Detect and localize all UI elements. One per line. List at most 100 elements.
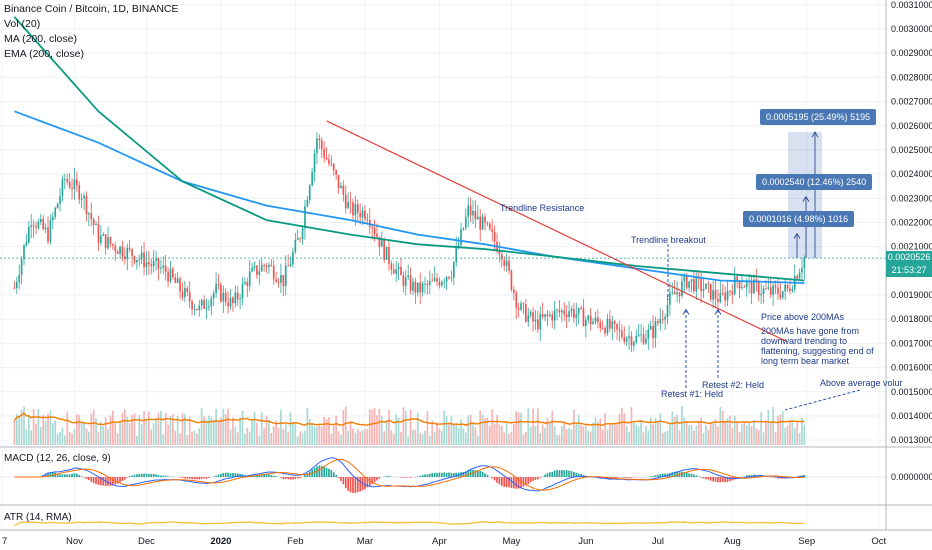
volume-bar: [241, 410, 244, 445]
candle-body: [765, 288, 767, 290]
volume-bar: [119, 422, 121, 445]
macd-histogram-bar: [289, 477, 292, 480]
candle-body: [15, 282, 18, 288]
measure-label-3[interactable]: 0.0001016 (4.98%) 1016: [743, 211, 855, 227]
volume-bar: [479, 410, 482, 445]
volume-bar: [736, 421, 738, 445]
candle-body: [112, 244, 114, 246]
volume-bar: [176, 415, 179, 445]
macd-histogram-bar: [436, 472, 438, 477]
macd-label[interactable]: MACD (12, 26, close, 9): [4, 453, 111, 464]
measure-label-1[interactable]: 0.0005195 (25.49%) 5195: [760, 109, 877, 125]
volume-bar: [688, 425, 690, 445]
volume-bar: [172, 414, 174, 445]
study-ema[interactable]: EMA (200, close): [4, 48, 84, 60]
volume-bar: [407, 436, 410, 445]
macd-histogram-bar: [440, 472, 443, 477]
volume-bar: [347, 431, 349, 445]
candle-body: [318, 138, 321, 141]
macd-histogram-bar: [604, 477, 606, 479]
candle-body: [71, 187, 73, 190]
candle-body: [253, 265, 256, 268]
macd-histogram-bar: [546, 473, 549, 477]
volume-bar: [404, 410, 407, 445]
candle-body: [637, 335, 640, 336]
volume-bar: [512, 424, 515, 445]
volume-bar: [136, 435, 138, 445]
trendline-resistance: [326, 120, 787, 343]
macd-histogram-bar: [568, 470, 570, 477]
volume-bar: [63, 435, 66, 445]
study-vol[interactable]: Vol (20): [4, 18, 41, 30]
volume-bar: [335, 415, 337, 445]
volume-bar: [73, 428, 76, 445]
candle-body: [174, 277, 177, 283]
volume-bar: [491, 409, 494, 445]
volume-bar: [157, 412, 160, 445]
volume-bar: [378, 408, 381, 445]
candle-body: [510, 270, 513, 290]
macd-histogram-bar: [378, 477, 381, 479]
candle-body: [414, 281, 417, 293]
candle-body: [301, 228, 304, 239]
candle-body: [522, 303, 525, 305]
macd-histogram-bar: [534, 477, 537, 481]
macd-histogram-bar: [452, 473, 455, 477]
candle-body: [236, 292, 239, 300]
volume-bar: [42, 414, 45, 445]
measure-label-2[interactable]: 0.0002540 (12.46%) 2540: [756, 174, 873, 190]
volume-bar: [395, 414, 398, 445]
volume-bar: [695, 425, 698, 445]
macd-histogram-bar: [131, 475, 133, 477]
candle-body: [268, 264, 270, 267]
candle-body: [587, 315, 590, 320]
candle-body: [505, 260, 508, 266]
volume-bar: [138, 415, 141, 445]
candle-body: [169, 268, 172, 282]
macd-histogram-bar: [270, 474, 273, 477]
macd-histogram-bar: [577, 473, 580, 477]
volume-bar: [798, 433, 801, 445]
candle-body: [164, 265, 167, 272]
volume-bar: [745, 425, 748, 445]
macd-histogram-bar: [83, 477, 85, 478]
candle-body: [212, 293, 215, 299]
candle-body: [383, 239, 386, 260]
macd-histogram-bar: [116, 477, 119, 484]
volume-bar: [565, 429, 568, 445]
candle-body: [676, 292, 678, 295]
macd-histogram-bar: [565, 470, 568, 477]
volume-bar: [68, 431, 71, 445]
volume-bar: [693, 430, 695, 445]
macd-histogram-bar: [719, 477, 722, 483]
candle-body: [32, 225, 35, 227]
volume-bar: [431, 420, 434, 445]
candle-body: [601, 327, 604, 329]
macd-histogram-bar: [613, 477, 616, 479]
candle-body: [203, 300, 205, 309]
candle-body: [640, 334, 642, 336]
study-ma[interactable]: MA (200, close): [4, 33, 77, 45]
candle-body: [549, 314, 551, 316]
candle-body: [356, 204, 359, 213]
candle-body: [200, 300, 203, 306]
candle-body: [248, 271, 251, 286]
macd-histogram-bar: [709, 477, 712, 481]
macd-histogram-bar: [570, 470, 573, 477]
volume-bar: [637, 426, 640, 445]
volume-bar: [784, 427, 786, 445]
macd-histogram-bar: [524, 477, 527, 486]
volume-bar: [263, 428, 265, 445]
candle-body: [786, 285, 789, 289]
volume-bar: [397, 417, 400, 445]
volume-bar: [236, 432, 239, 445]
time-tick-label: 2020: [210, 536, 231, 547]
volume-bar: [779, 414, 782, 445]
candle-body: [472, 210, 474, 216]
volume-bars: [13, 405, 806, 445]
atr-label[interactable]: ATR (14, RMA): [4, 512, 72, 523]
macd-histogram-bar: [109, 477, 112, 486]
macd-histogram-bar: [260, 474, 263, 477]
candle-body: [234, 292, 237, 304]
